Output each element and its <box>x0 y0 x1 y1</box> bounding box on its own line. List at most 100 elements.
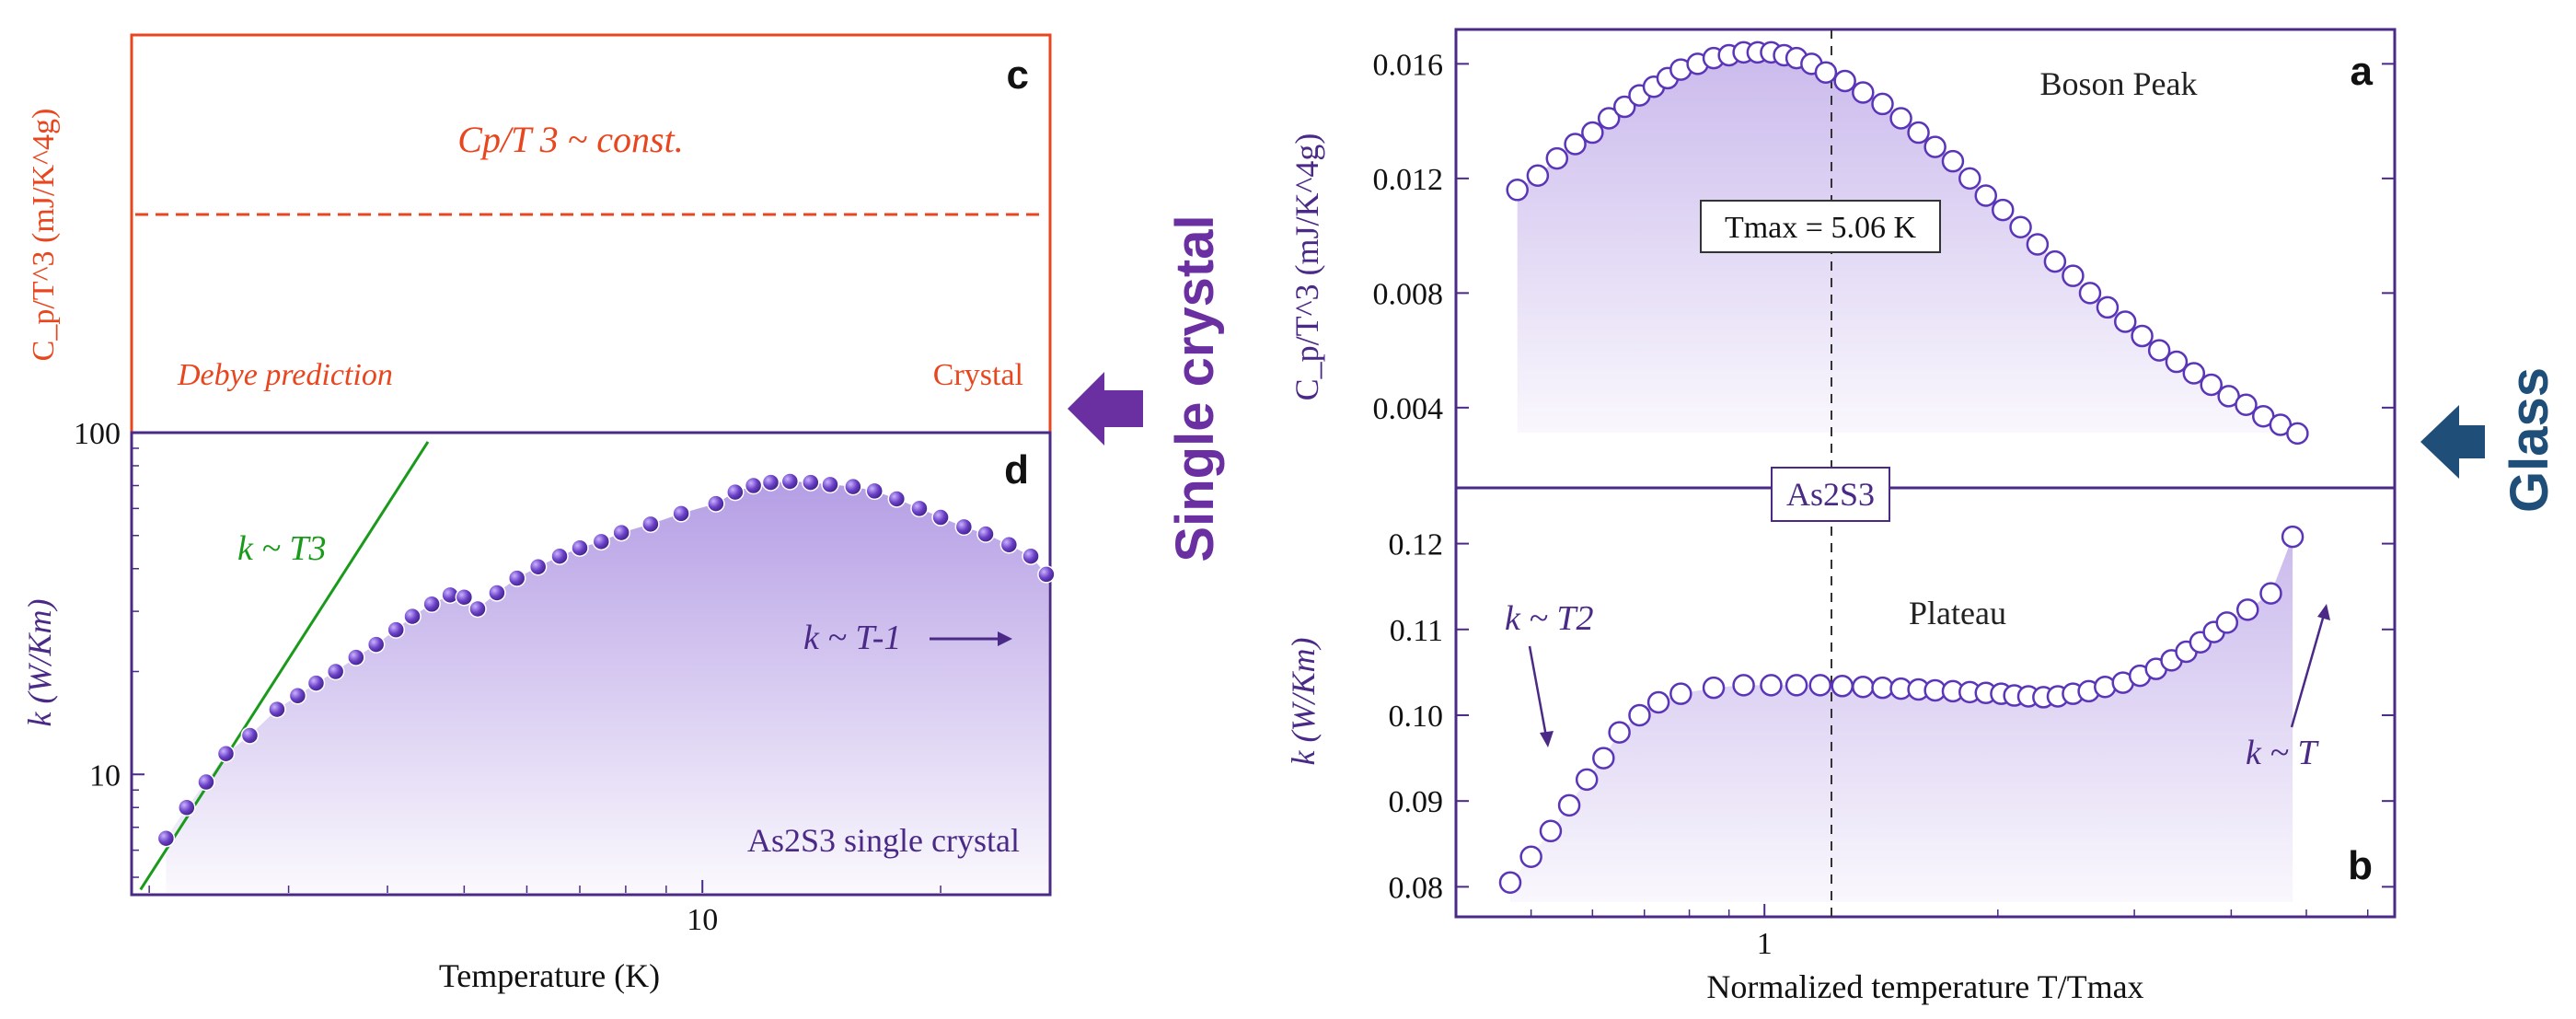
panel-d-point <box>178 798 196 816</box>
panel-a-series <box>1506 41 2309 446</box>
panel-b-ytick-label: 0.08 <box>1389 871 1444 905</box>
panel-b-xlabel: Normalized temperature T/Tmax <box>1706 968 2143 1005</box>
panel-b-point <box>1575 768 1599 792</box>
panel-c-formula: Cp/T 3 ~ const. <box>457 119 683 160</box>
panel-d-sample-label: As2S3 single crystal <box>747 822 1020 859</box>
panel-b-y-axis: 0.08 0.09 0.10 0.11 0.12 <box>1389 528 2395 905</box>
panel-d-k-tminus1-label: k ~ T-1 <box>803 619 901 657</box>
panel-b-point <box>2215 611 2239 634</box>
panel-d-point <box>999 535 1019 554</box>
panel-b-point <box>1498 871 1522 894</box>
panel-b-point <box>1808 674 1832 697</box>
panel-a-point <box>2286 422 2309 446</box>
panel-a-point <box>2062 264 2085 287</box>
panel-a-point <box>1581 121 1604 145</box>
panel-c-letter: c <box>1007 52 1029 98</box>
panel-d-point <box>761 473 780 492</box>
panel-b-point <box>1557 793 1581 817</box>
panel-d-point <box>780 472 800 491</box>
panel-d-point <box>387 620 405 639</box>
panel-b-ytick-label: 0.10 <box>1389 700 1444 734</box>
panel-d-point <box>1037 565 1056 584</box>
panel-a-point <box>2078 282 2102 305</box>
panel-b-point <box>2259 582 2282 605</box>
panel-b-point <box>1669 682 1692 705</box>
panel-a-point <box>1974 184 1998 207</box>
panel-b-ytick-label: 0.09 <box>1389 785 1444 819</box>
single-crystal-label: Single crystal <box>1165 214 1225 562</box>
panel-b-point <box>2281 525 2305 549</box>
panel-d-point <box>976 525 995 543</box>
panel-d-xlabel: Temperature (K) <box>439 957 660 994</box>
panel-d-point <box>197 772 215 792</box>
panel-a-point <box>1871 92 1894 116</box>
panel-b-k-t-label: k ~ T <box>2246 734 2319 772</box>
panel-d-point <box>507 569 526 587</box>
panel-d-point <box>326 662 345 681</box>
panel-b-ytick-label: 0.12 <box>1389 528 1444 562</box>
panel-a-point <box>1526 164 1550 187</box>
panel-d-fill-area <box>166 481 1048 893</box>
panel-b-k-t2-arrowhead <box>1540 731 1554 747</box>
panel-b-point <box>2235 598 2259 621</box>
panel-d-point <box>240 726 260 745</box>
panel-b-letter: b <box>2348 843 2373 888</box>
panel-d-point <box>844 477 862 496</box>
panel-b-series <box>1498 525 2305 894</box>
panel-a-point <box>1506 179 1529 202</box>
panel-b-point <box>1732 674 1755 697</box>
right-chart-group: 0.004 0.008 0.012 0.016 0.08 0.09 0.10 0.11 0.1… <box>1285 28 2397 1005</box>
panel-b-k-t2-arrow <box>1528 645 1548 737</box>
panel-a-point <box>2096 295 2120 319</box>
as2s3-center-box-text: As2S3 <box>1786 476 1875 513</box>
panel-d-ylabel: k (W/Km) <box>21 599 58 727</box>
panel-a-y-axis: 0.004 0.008 0.012 0.016 <box>1373 48 2395 426</box>
panel-b-k-t2-label: k ~ T2 <box>1505 599 1594 638</box>
panel-d-point <box>347 648 365 666</box>
panel-d-series <box>156 472 1056 848</box>
panel-d-point <box>954 517 974 537</box>
panel-d-point <box>931 508 950 527</box>
panel-b-ytick-label: 0.11 <box>1390 614 1443 648</box>
panel-a-point <box>1612 95 1636 119</box>
panel-a-point <box>1564 133 1587 156</box>
panel-d-point <box>707 494 725 513</box>
panel-d-point <box>468 599 487 619</box>
panel-d-point <box>744 476 763 495</box>
panel-d-letter: d <box>1004 447 1029 492</box>
panel-b-point <box>1785 674 1808 697</box>
panel-d-area <box>166 481 1048 893</box>
panel-a-boson-peak-label: Boson Peak <box>2040 65 2198 102</box>
panel-b-plateau-label: Plateau <box>1909 595 2006 631</box>
panel-d-point <box>592 532 611 551</box>
panel-d-point <box>216 744 236 763</box>
panel-b-point <box>1831 675 1854 698</box>
panel-a-point <box>2131 324 2154 348</box>
panel-d-point <box>306 674 326 692</box>
panel-b-point <box>1519 845 1542 869</box>
panel-a-point <box>2165 350 2189 374</box>
panel-d-point <box>488 584 506 602</box>
panel-d-point <box>422 595 441 614</box>
panel-d-arrowhead <box>998 631 1012 646</box>
panel-b-area <box>1509 537 2293 902</box>
panel-d-frame <box>130 431 1052 897</box>
panel-d-point <box>802 473 820 492</box>
glass-label: Glass <box>2500 367 2559 513</box>
panel-d-point <box>156 828 176 848</box>
panel-b-ylabel: k (W/Km) <box>1285 638 1322 766</box>
panel-d-point <box>887 490 907 508</box>
panel-d-point <box>1022 547 1040 565</box>
panel-a-point <box>1889 107 1912 130</box>
panel-a-point <box>2113 310 2137 333</box>
panel-a-point <box>2043 249 2067 273</box>
panel-a-ytick-label: 0.016 <box>1373 48 1444 82</box>
panel-b-point <box>1628 703 1651 727</box>
panel-b-fill-area <box>1509 537 2293 902</box>
panel-d-point <box>268 700 286 719</box>
panel-b-point <box>1852 675 1875 699</box>
panel-a-point <box>1545 146 1569 170</box>
panel-d-point <box>821 475 839 494</box>
panel-d-point <box>571 538 589 557</box>
panel-b-point <box>1646 690 1670 714</box>
